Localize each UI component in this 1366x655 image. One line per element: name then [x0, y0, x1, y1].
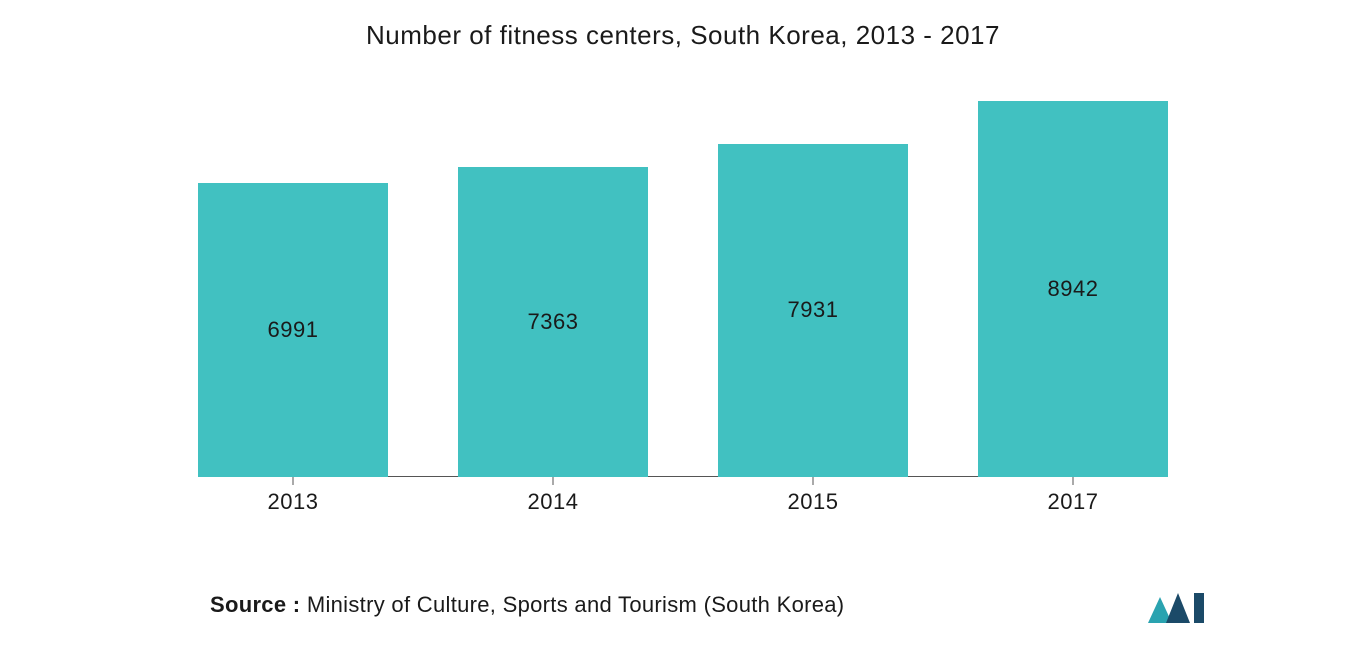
bar-group: 7931: [718, 101, 908, 477]
x-axis-labels: 2013 2014 2015 2017: [40, 489, 1326, 515]
bar-group: 8942: [978, 101, 1168, 477]
bar-value-label: 6991: [268, 317, 319, 343]
x-axis-label: 2014: [458, 489, 648, 515]
source-prefix: Source :: [210, 592, 300, 617]
logo-triangle-2: [1166, 593, 1190, 623]
bar: 8942: [978, 101, 1168, 477]
axis-tick: [1073, 477, 1074, 485]
x-axis-label: 2015: [718, 489, 908, 515]
bar-group: 6991: [198, 101, 388, 477]
bar: 7931: [718, 144, 908, 477]
footer: Source : Ministry of Culture, Sports and…: [40, 585, 1326, 625]
bar-value-label: 7931: [788, 297, 839, 323]
bar-wrapper: 6991: [198, 101, 388, 477]
source-line: Source : Ministry of Culture, Sports and…: [210, 592, 844, 618]
bar-group: 7363: [458, 101, 648, 477]
chart-title: Number of fitness centers, South Korea, …: [40, 20, 1326, 51]
x-axis-label: 2017: [978, 489, 1168, 515]
bar-value-label: 7363: [528, 309, 579, 335]
bar: 7363: [458, 167, 648, 477]
plot-area: 6991 7363 7931 8942: [40, 101, 1326, 477]
logo-bar: [1194, 593, 1204, 623]
axis-tick: [553, 477, 554, 485]
axis-tick: [813, 477, 814, 485]
bar-value-label: 8942: [1048, 276, 1099, 302]
source-text: Ministry of Culture, Sports and Tourism …: [300, 592, 844, 617]
axis-tick: [293, 477, 294, 485]
bar-wrapper: 8942: [978, 101, 1168, 477]
brand-logo-icon: [1146, 585, 1206, 625]
bar-wrapper: 7931: [718, 101, 908, 477]
x-axis-label: 2013: [198, 489, 388, 515]
bar: 6991: [198, 183, 388, 477]
bar-wrapper: 7363: [458, 101, 648, 477]
chart-container: Number of fitness centers, South Korea, …: [0, 0, 1366, 655]
